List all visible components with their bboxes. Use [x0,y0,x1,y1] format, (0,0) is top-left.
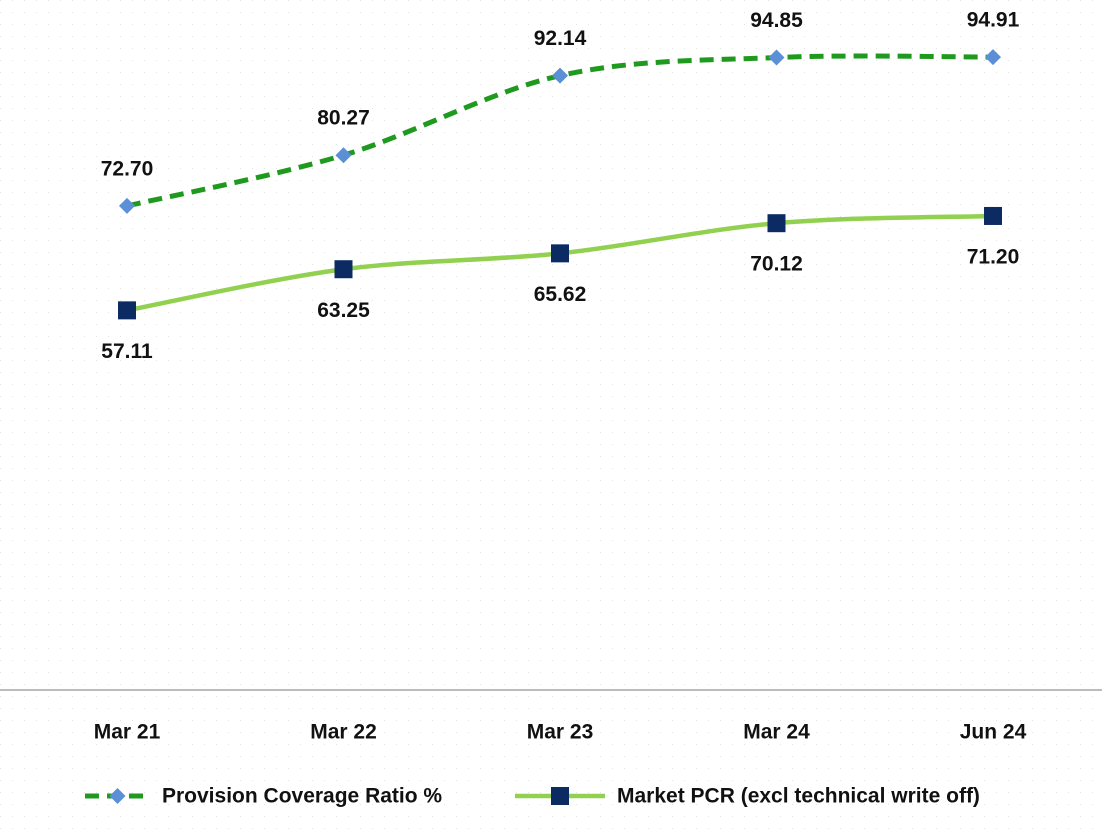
data-point [984,206,1002,225]
data-point [985,49,1001,66]
data-label: 94.85 [750,9,803,32]
data-label: 65.62 [534,283,587,306]
x-tick-label: Jun 24 [960,721,1027,744]
data-label: 92.14 [534,27,587,50]
legend-marker [551,787,569,805]
data-point [335,147,352,164]
data-point [119,197,135,214]
data-point [551,244,569,263]
data-point [767,214,786,233]
legend-label: Market PCR (excl technical write off) [617,785,980,808]
data-label: 70.12 [750,253,803,276]
x-tick-label: Mar 22 [310,721,377,744]
data-point [552,67,568,84]
data-point [118,301,136,320]
data-point [768,49,785,66]
data-label: 80.27 [317,107,370,130]
x-tick-label: Mar 23 [527,721,594,744]
data-point [334,260,353,279]
data-label: 63.25 [317,299,370,322]
legend-marker [109,788,126,804]
data-label: 94.91 [967,9,1020,32]
data-label: 71.20 [967,246,1020,269]
data-label: 72.70 [101,157,154,180]
x-tick-label: Mar 24 [743,721,810,744]
x-tick-label: Mar 21 [94,721,161,744]
legend-label: Provision Coverage Ratio % [162,785,442,808]
data-label: 57.11 [101,340,153,363]
